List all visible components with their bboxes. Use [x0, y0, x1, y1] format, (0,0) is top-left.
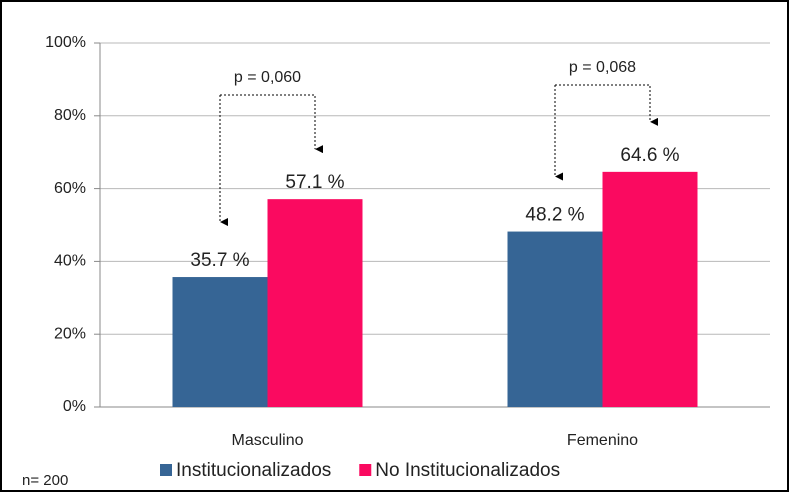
- annotation: p = 0,068: [569, 59, 636, 76]
- data-label: 57.1 %: [285, 172, 344, 193]
- bar: [172, 277, 268, 407]
- bar: [267, 199, 363, 407]
- y-tick-label: 20%: [54, 325, 86, 342]
- annotation: p = 0,060: [234, 69, 301, 86]
- legend-label: No Institucionalizados: [375, 460, 560, 481]
- legend-swatch: [160, 464, 172, 476]
- y-tick-label: 0%: [63, 398, 86, 415]
- x-tick-label: Femenino: [567, 432, 638, 449]
- bar: [602, 171, 698, 407]
- y-tick-label: 60%: [54, 180, 86, 197]
- data-label: 35.7 %: [190, 250, 249, 271]
- legend-label: Institucionalizados: [176, 460, 331, 481]
- x-tick-label: Masculino: [231, 432, 303, 449]
- data-label: 48.2 %: [525, 205, 584, 226]
- data-label: 64.6 %: [620, 145, 679, 166]
- y-tick-label: 80%: [54, 107, 86, 124]
- note: n= 200: [22, 472, 68, 489]
- bar: [507, 231, 603, 407]
- y-tick-label: 40%: [54, 253, 86, 270]
- y-tick-label: 100%: [45, 34, 86, 51]
- legend-swatch: [359, 464, 372, 476]
